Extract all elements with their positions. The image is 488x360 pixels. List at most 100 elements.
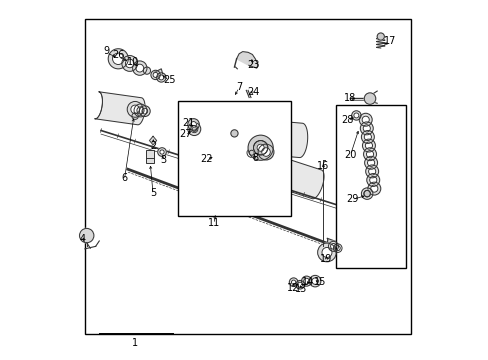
- Circle shape: [253, 140, 267, 155]
- Circle shape: [351, 111, 360, 120]
- Text: 29: 29: [345, 194, 358, 204]
- Text: 9: 9: [103, 46, 109, 56]
- Circle shape: [230, 130, 238, 137]
- Polygon shape: [191, 118, 228, 142]
- Circle shape: [363, 148, 376, 161]
- Circle shape: [311, 278, 318, 284]
- Polygon shape: [95, 92, 145, 125]
- Polygon shape: [149, 136, 156, 145]
- Circle shape: [187, 119, 199, 130]
- Circle shape: [153, 72, 158, 77]
- Text: 16: 16: [317, 161, 329, 171]
- Circle shape: [366, 150, 373, 158]
- Polygon shape: [154, 69, 163, 78]
- Circle shape: [112, 53, 124, 64]
- Circle shape: [131, 105, 139, 114]
- Circle shape: [333, 244, 341, 252]
- Circle shape: [192, 127, 196, 131]
- Text: 20: 20: [344, 150, 356, 160]
- Circle shape: [127, 102, 142, 117]
- Circle shape: [361, 131, 373, 143]
- Circle shape: [187, 123, 201, 135]
- Text: 13: 13: [294, 284, 306, 294]
- Circle shape: [365, 165, 378, 178]
- Text: 7: 7: [236, 82, 242, 92]
- Circle shape: [301, 276, 311, 286]
- Circle shape: [367, 182, 380, 195]
- Text: 24: 24: [247, 87, 259, 97]
- Circle shape: [317, 243, 336, 262]
- Circle shape: [364, 156, 377, 169]
- Circle shape: [297, 282, 302, 287]
- Circle shape: [328, 241, 338, 251]
- Text: 27: 27: [179, 129, 191, 139]
- Text: 28: 28: [341, 115, 353, 125]
- Circle shape: [132, 113, 138, 120]
- Circle shape: [370, 185, 377, 192]
- Circle shape: [257, 144, 264, 151]
- Circle shape: [132, 61, 147, 75]
- Circle shape: [160, 150, 164, 154]
- Text: 10: 10: [127, 57, 139, 67]
- Polygon shape: [221, 116, 307, 158]
- Circle shape: [330, 243, 336, 249]
- Bar: [178, 101, 290, 216]
- Bar: [335, 105, 405, 268]
- Text: 23: 23: [247, 60, 259, 70]
- Polygon shape: [236, 51, 258, 68]
- Text: 11: 11: [207, 218, 220, 228]
- Circle shape: [295, 280, 304, 289]
- Circle shape: [190, 122, 196, 127]
- Polygon shape: [267, 156, 324, 199]
- Text: 8: 8: [252, 153, 258, 163]
- Circle shape: [137, 107, 144, 114]
- Text: 14: 14: [302, 277, 314, 287]
- Circle shape: [158, 148, 166, 156]
- Circle shape: [335, 246, 340, 251]
- Circle shape: [159, 75, 163, 80]
- Circle shape: [289, 278, 297, 287]
- Circle shape: [362, 116, 368, 123]
- Text: 1: 1: [132, 338, 138, 348]
- Circle shape: [365, 142, 372, 149]
- Text: 12: 12: [286, 283, 299, 293]
- Circle shape: [359, 113, 371, 126]
- Circle shape: [364, 134, 371, 140]
- Text: 2: 2: [150, 141, 156, 151]
- Circle shape: [249, 150, 254, 155]
- Circle shape: [247, 135, 273, 160]
- Circle shape: [364, 93, 375, 104]
- Circle shape: [261, 148, 270, 156]
- Circle shape: [143, 67, 150, 74]
- Circle shape: [258, 144, 273, 160]
- Text: 22: 22: [200, 154, 213, 164]
- Circle shape: [253, 140, 267, 155]
- Text: 5: 5: [150, 188, 156, 198]
- Polygon shape: [324, 238, 335, 249]
- Circle shape: [363, 190, 369, 197]
- Text: 4: 4: [79, 234, 85, 244]
- Text: 6: 6: [121, 173, 127, 183]
- Circle shape: [291, 280, 295, 284]
- Circle shape: [142, 108, 147, 114]
- Circle shape: [303, 278, 309, 284]
- Circle shape: [376, 33, 384, 40]
- Circle shape: [122, 55, 137, 71]
- Text: 21: 21: [183, 118, 195, 128]
- Circle shape: [151, 70, 160, 80]
- Circle shape: [353, 113, 358, 118]
- Text: 26: 26: [112, 50, 124, 60]
- Circle shape: [309, 275, 320, 287]
- Text: 17: 17: [383, 36, 395, 46]
- Bar: [85, 19, 410, 334]
- Circle shape: [369, 176, 376, 184]
- Circle shape: [367, 159, 374, 166]
- Polygon shape: [221, 122, 254, 145]
- Circle shape: [363, 125, 369, 132]
- Circle shape: [156, 73, 165, 82]
- Circle shape: [108, 49, 128, 69]
- Circle shape: [368, 168, 375, 175]
- Circle shape: [80, 228, 94, 243]
- Circle shape: [363, 190, 369, 197]
- Circle shape: [136, 64, 143, 72]
